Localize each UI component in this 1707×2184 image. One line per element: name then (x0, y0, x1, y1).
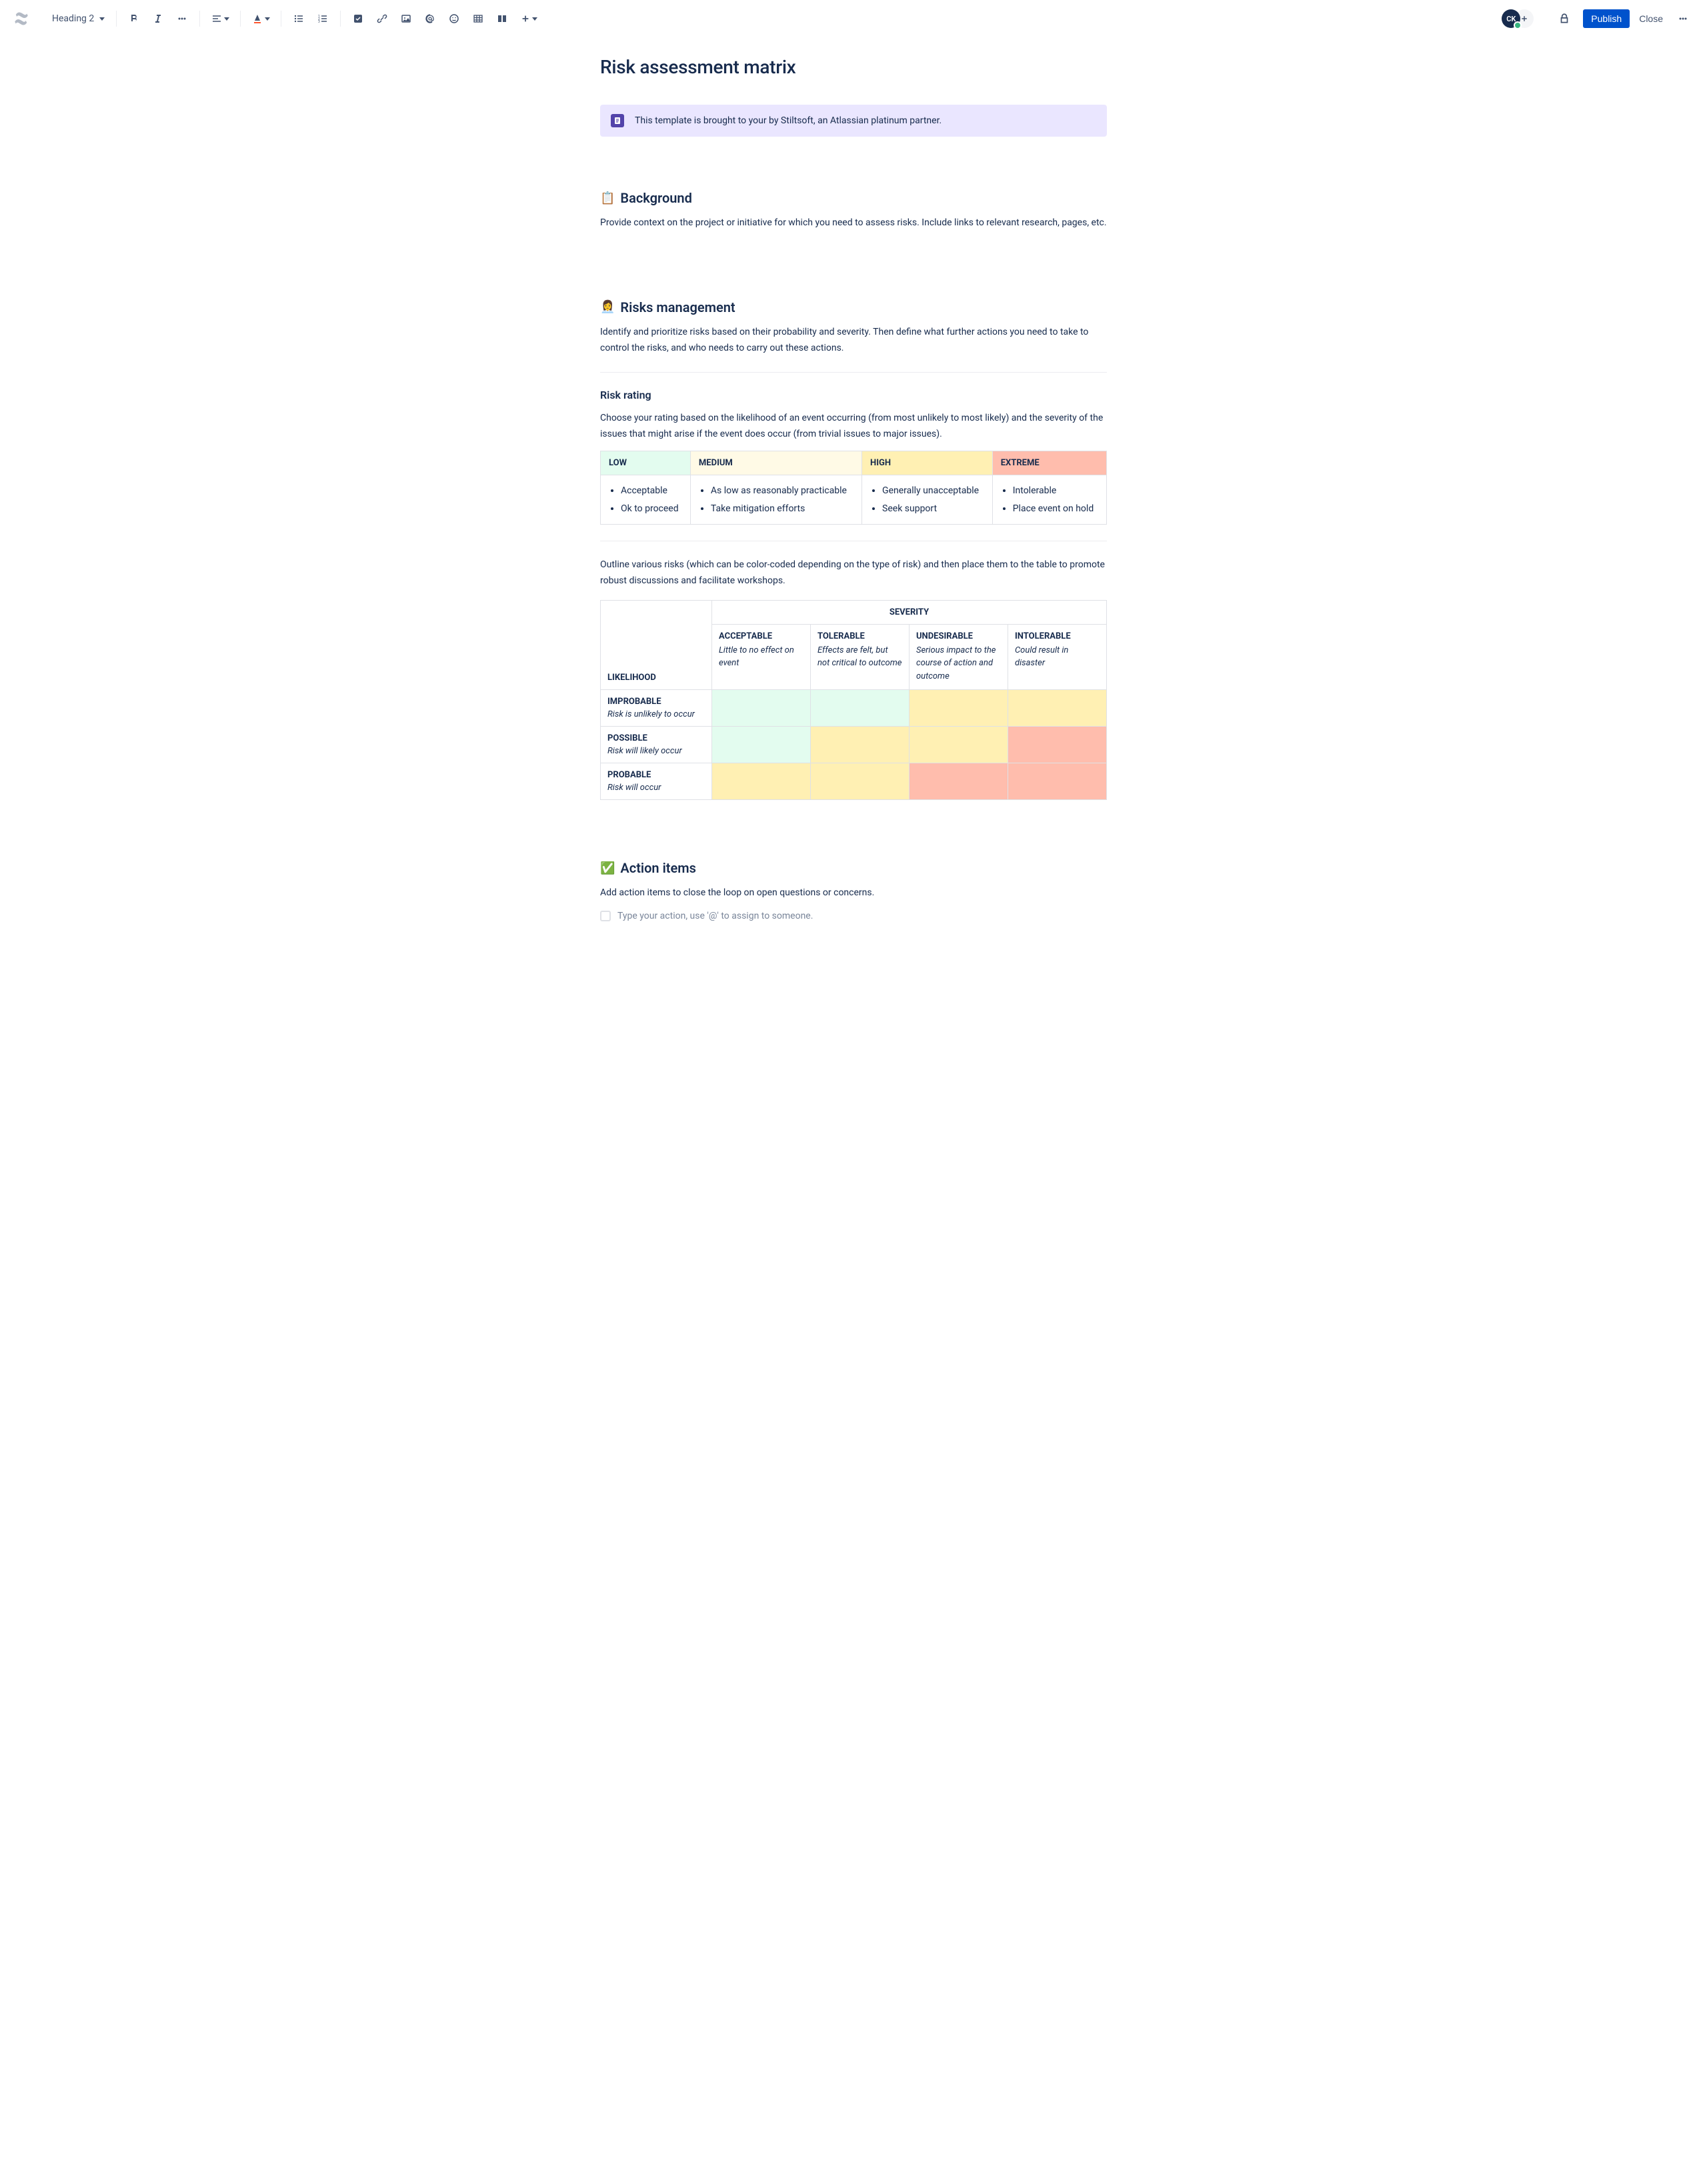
chevron-down-icon (265, 17, 270, 21)
rating-item: Intolerable (1013, 482, 1098, 500)
italic-button[interactable] (147, 8, 169, 29)
rating-item: Place event on hold (1013, 500, 1098, 518)
heading-dropdown-label: Heading 2 (52, 13, 94, 24)
presence-indicator (1514, 21, 1522, 29)
matrix-cell[interactable] (909, 690, 1008, 727)
severity-col-undesirable[interactable]: UNDESIRABLE Serious impact to the course… (909, 624, 1008, 690)
separator (240, 11, 241, 27)
severity-col-intolerable[interactable]: INTOLERABLE Could result in disaster (1008, 624, 1106, 690)
toolbar-right: CK Publish Close (1502, 8, 1694, 29)
divider (600, 372, 1107, 373)
action-items-heading-text: Action items (620, 860, 696, 876)
page-title[interactable]: Risk assessment matrix (600, 56, 1107, 78)
background-heading-text: Background (620, 190, 691, 206)
severity-col-acceptable[interactable]: ACCEPTABLE Little to no effect on event (711, 624, 810, 690)
clipboard-icon: 📋 (600, 191, 615, 205)
rating-item: Generally unacceptable (882, 482, 984, 500)
rating-cell-extreme[interactable]: Intolerable Place event on hold (992, 475, 1106, 524)
action-item-button[interactable] (347, 8, 369, 29)
rating-item: Take mitigation efforts (711, 500, 854, 518)
numbered-list-button[interactable]: 123 (312, 8, 333, 29)
bold-button[interactable] (123, 8, 145, 29)
user-avatar[interactable]: CK (1502, 9, 1520, 28)
insert-dropdown[interactable] (515, 8, 542, 29)
matrix-cell[interactable] (810, 763, 909, 800)
action-placeholder[interactable]: Type your action, use '@' to assign to s… (617, 911, 813, 921)
info-panel[interactable]: This template is brought to your by Stil… (600, 105, 1107, 137)
mention-button[interactable] (419, 8, 441, 29)
matrix-cell[interactable] (909, 727, 1008, 763)
rating-header-medium[interactable]: MEDIUM (690, 451, 862, 475)
page-content: Risk assessment matrix This template is … (600, 37, 1107, 975)
info-panel-text: This template is brought to your by Stil… (635, 115, 942, 126)
rating-cell-high[interactable]: Generally unacceptable Seek support (862, 475, 993, 524)
more-formatting-button[interactable] (171, 8, 193, 29)
chevron-down-icon (532, 17, 537, 21)
matrix-cell[interactable] (810, 727, 909, 763)
chevron-down-icon (99, 17, 105, 21)
severity-header[interactable]: SEVERITY (711, 600, 1106, 624)
matrix-row-probable[interactable]: PROBABLE Risk will occur (601, 763, 1107, 800)
separator (340, 11, 341, 27)
matrix-cell[interactable] (810, 690, 909, 727)
matrix-row-possible[interactable]: POSSIBLE Risk will likely occur (601, 727, 1107, 763)
restrictions-button[interactable] (1554, 8, 1575, 29)
align-dropdown[interactable] (207, 8, 233, 29)
matrix-cell[interactable] (909, 763, 1008, 800)
close-button[interactable]: Close (1632, 9, 1670, 28)
action-items-body[interactable]: Add action items to close the loop on op… (600, 885, 1107, 901)
publish-button[interactable]: Publish (1583, 9, 1630, 28)
link-button[interactable] (371, 8, 393, 29)
layouts-button[interactable] (491, 8, 513, 29)
heading-dropdown[interactable]: Heading 2 (48, 11, 109, 27)
note-icon (611, 114, 624, 127)
matrix-cell[interactable] (711, 690, 810, 727)
matrix-cell[interactable] (1008, 763, 1106, 800)
outline-text[interactable]: Outline various risks (which can be colo… (600, 557, 1107, 589)
rating-item: Ok to proceed (621, 500, 682, 518)
image-button[interactable] (395, 8, 417, 29)
emoji-button[interactable] (443, 8, 465, 29)
person-icon: 👩‍💼 (600, 300, 615, 314)
matrix-cell[interactable] (1008, 727, 1106, 763)
rating-item: Seek support (882, 500, 984, 518)
confluence-logo[interactable] (13, 11, 29, 27)
risks-management-heading[interactable]: 👩‍💼 Risks management (600, 299, 1107, 315)
rating-header-extreme[interactable]: EXTREME (992, 451, 1106, 475)
risks-management-body[interactable]: Identify and prioritize risks based on t… (600, 325, 1107, 357)
action-item-row[interactable]: Type your action, use '@' to assign to s… (600, 911, 1107, 921)
rating-header-low[interactable]: LOW (601, 451, 691, 475)
matrix-cell[interactable] (711, 727, 810, 763)
chevron-down-icon (224, 17, 229, 21)
editor-toolbar: Heading 2 123 (0, 0, 1707, 37)
more-actions-button[interactable] (1672, 8, 1694, 29)
table-button[interactable] (467, 8, 489, 29)
matrix-cell[interactable] (1008, 690, 1106, 727)
rating-cell-medium[interactable]: As low as reasonably practicable Take mi… (690, 475, 862, 524)
rating-item: Acceptable (621, 482, 682, 500)
bullet-list-button[interactable] (288, 8, 309, 29)
risk-rating-heading[interactable]: Risk rating (600, 389, 1107, 401)
check-icon: ✅ (600, 861, 615, 875)
risk-rating-body[interactable]: Choose your rating based on the likeliho… (600, 411, 1107, 443)
text-color-dropdown[interactable] (247, 8, 274, 29)
rating-table[interactable]: LOW MEDIUM HIGH EXTREME Acceptable Ok to… (600, 451, 1107, 525)
separator (116, 11, 117, 27)
action-checkbox[interactable] (600, 911, 611, 921)
risks-management-heading-text: Risks management (620, 299, 735, 315)
rating-cell-low[interactable]: Acceptable Ok to proceed (601, 475, 691, 524)
background-body[interactable]: Provide context on the project or initia… (600, 215, 1107, 231)
likelihood-header[interactable]: LIKELIHOOD (601, 600, 712, 690)
matrix-row-improbable[interactable]: IMPROBABLE Risk is unlikely to occur (601, 690, 1107, 727)
risk-matrix-table[interactable]: LIKELIHOOD SEVERITY ACCEPTABLE Little to… (600, 600, 1107, 801)
severity-col-tolerable[interactable]: TOLERABLE Effects are felt, but not crit… (810, 624, 909, 690)
rating-header-high[interactable]: HIGH (862, 451, 993, 475)
svg-text:3: 3 (318, 20, 320, 24)
matrix-cell[interactable] (711, 763, 810, 800)
background-heading[interactable]: 📋 Background (600, 190, 1107, 206)
separator (199, 11, 200, 27)
rating-item: As low as reasonably practicable (711, 482, 854, 500)
action-items-heading[interactable]: ✅ Action items (600, 860, 1107, 876)
